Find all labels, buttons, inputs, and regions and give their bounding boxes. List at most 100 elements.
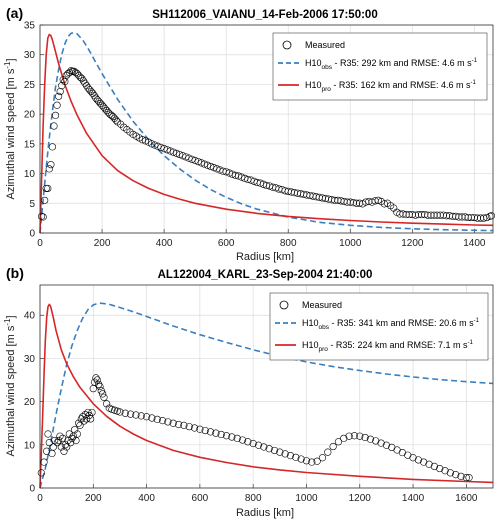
measured-point: [420, 458, 428, 466]
measured-point: [137, 412, 145, 420]
measured-point: [164, 418, 172, 426]
measured-point: [172, 149, 181, 157]
measured-point: [424, 211, 432, 219]
measured-point: [461, 213, 469, 221]
measured-point: [44, 430, 52, 438]
y-tick-label: 40: [24, 311, 36, 322]
x-tick-label: 1600: [455, 493, 478, 504]
measured-point: [430, 462, 438, 471]
y-tick-label: 0: [29, 484, 35, 495]
measured-point: [313, 457, 321, 465]
measured-point: [249, 439, 257, 448]
measured-point: [452, 212, 460, 220]
measured-point: [121, 409, 129, 417]
measured-point: [233, 434, 241, 442]
measured-point: [88, 408, 96, 417]
measured-point: [75, 419, 83, 427]
measured-point: [365, 197, 373, 206]
x-tick-label: 800: [280, 238, 297, 249]
panel-b-legend-pro-label: H10pro - R35: 224 km and RMSE: 7.1 m s-1: [302, 340, 473, 353]
panel-b-letter: (b): [6, 265, 24, 281]
panel-a-axes-box: [39, 24, 494, 234]
measured-point: [462, 474, 470, 482]
panel-a-x-label: Radius [km]: [236, 251, 294, 263]
measured-point: [414, 456, 422, 464]
x-tick-label: 1400: [463, 238, 486, 249]
measured-point: [270, 446, 279, 455]
measured-point: [48, 449, 56, 458]
measured-point: [116, 408, 124, 416]
measured-point: [318, 454, 327, 462]
panel-b-x-tick-labels: 0 200 400 600 800 1000 1200 1400 1600: [37, 493, 478, 504]
measured-point: [40, 458, 48, 466]
h10-pro-line: [39, 33, 494, 234]
measured-point: [61, 77, 69, 86]
measured-point: [166, 147, 174, 155]
measured-point: [82, 82, 91, 90]
measured-point: [436, 464, 444, 473]
x-tick-label: 800: [245, 493, 262, 504]
measured-point: [56, 432, 64, 440]
measured-point: [79, 413, 87, 421]
panel-b-legend-obs-label: H10obs - R35: 341 km and RMSE: 20.6 m s-…: [302, 318, 480, 331]
measured-point: [151, 141, 159, 149]
measured-point: [352, 199, 361, 207]
measured-point: [402, 210, 410, 219]
panel-a-legend-measured-marker: [282, 40, 292, 50]
measured-point: [343, 198, 351, 206]
y-tick-label: 20: [24, 397, 36, 408]
panel-a-legend-measured-label: Measured: [305, 40, 345, 50]
x-tick-label: 400: [156, 238, 173, 249]
measured-point: [217, 430, 225, 439]
measured-point: [185, 423, 193, 431]
panel-b-legend: Measured H10obs - R35: 341 km and RMSE: …: [269, 292, 489, 361]
measured-point: [76, 421, 84, 429]
measured-point: [399, 210, 407, 218]
measured-point: [58, 82, 66, 90]
panel-a-y-tick-labels: 0 5 10 15 20 25 30 35: [24, 21, 36, 240]
measured-point: [457, 472, 465, 480]
measured-point: [427, 211, 435, 219]
measured-point: [67, 439, 75, 447]
x-tick-label: 1200: [401, 238, 424, 249]
measured-point: [222, 432, 231, 440]
measured-point: [194, 158, 202, 166]
measured-point: [50, 122, 58, 130]
measured-point: [247, 176, 255, 184]
y-tick-label: 5: [29, 199, 35, 210]
measured-point: [90, 92, 98, 100]
measured-point: [234, 172, 243, 180]
measured-point: [113, 407, 121, 415]
measured-point: [55, 92, 63, 100]
measured-point: [57, 443, 65, 451]
panel-b-x-label: Radius [km]: [236, 507, 294, 519]
measured-point: [158, 417, 167, 425]
measured-point: [182, 153, 190, 161]
measured-point: [95, 380, 103, 388]
measured-point: [281, 450, 289, 458]
measured-point: [371, 197, 379, 205]
measured-point: [55, 436, 63, 445]
measured-point: [67, 67, 75, 75]
measured-point: [213, 165, 221, 173]
measured-point: [238, 436, 247, 444]
x-tick-label: 0: [37, 238, 43, 249]
measured-point: [68, 67, 77, 75]
measured-point: [487, 212, 496, 220]
y-tick-label: 30: [24, 354, 36, 365]
measured-point: [265, 445, 273, 453]
measured-point: [100, 393, 108, 401]
measured-point: [334, 438, 343, 446]
measured-point: [225, 169, 233, 177]
measured-point: [77, 415, 85, 423]
measured-point: [188, 155, 196, 163]
y-tick-label: 15: [24, 139, 36, 150]
measured-point: [44, 184, 52, 193]
panel-b-pro-series: [39, 303, 494, 489]
panel-a-x-tick-labels: 0 200 400 600 800 1000 1200 1400: [37, 238, 486, 249]
measured-point: [148, 414, 156, 422]
measured-point: [42, 184, 50, 193]
measured-point: [362, 198, 370, 206]
measured-point: [160, 145, 168, 153]
measured-point: [111, 406, 119, 414]
